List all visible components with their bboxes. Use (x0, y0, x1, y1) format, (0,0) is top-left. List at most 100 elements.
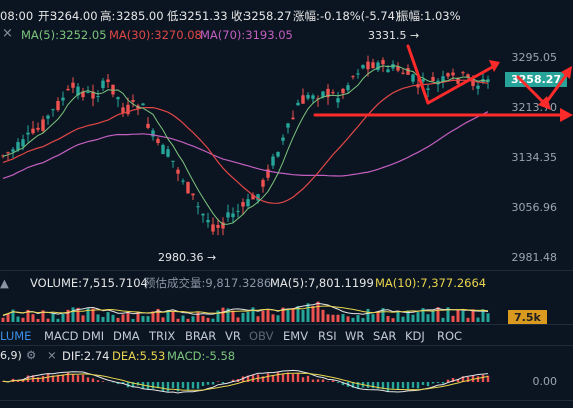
tab-vr[interactable]: VR (225, 329, 241, 343)
candle-body (286, 123, 290, 128)
volume-bar (146, 316, 150, 322)
tab-brar[interactable]: BRAR (185, 329, 217, 343)
candle-body (196, 206, 200, 208)
macd-bar (336, 382, 340, 383)
macd-bar (171, 382, 175, 389)
macd-params: 6,9) (0, 349, 22, 362)
volume-bar (246, 312, 250, 322)
candle-body (471, 78, 475, 86)
macd-close-icon[interactable]: × (47, 348, 57, 362)
candlestick-chart[interactable] (0, 42, 500, 270)
volume-bar (326, 314, 330, 322)
candle-body (216, 224, 220, 228)
volume-bar (41, 310, 45, 322)
volume-bar (471, 309, 475, 322)
volume-bar (101, 316, 105, 322)
candle-body (141, 103, 145, 106)
indicator-divider (0, 324, 573, 325)
candle-body (166, 149, 170, 157)
candle-body (51, 109, 55, 111)
volume-bar (296, 306, 300, 322)
candle-body (401, 72, 405, 74)
candle-body (281, 137, 285, 141)
volume-bar (281, 307, 285, 322)
volume-bar (361, 318, 365, 322)
volume-bar (251, 307, 255, 322)
tab-trix[interactable]: TRIX (149, 329, 176, 343)
volume-bar (71, 307, 75, 322)
volume-bar (36, 318, 40, 322)
macd-bar (96, 380, 100, 382)
volume-bar (306, 303, 310, 322)
candle-body (386, 69, 390, 73)
volume-bar (346, 316, 350, 322)
macd-dea: DEA:5.53 (112, 349, 166, 363)
volume-bar (91, 308, 95, 322)
candle-body (91, 91, 95, 99)
volume-bar (441, 317, 445, 322)
tab-kdj[interactable]: KDJ (405, 329, 425, 343)
candle-body (486, 79, 490, 82)
amplitude-value: 1.03% (424, 9, 461, 23)
volume-bar (271, 314, 275, 322)
volume-bar (216, 310, 220, 322)
volume-bar (231, 310, 235, 322)
volume-bar (61, 313, 65, 322)
macd-bar (266, 373, 270, 382)
candle-body (396, 66, 400, 71)
macd-bar (396, 382, 400, 390)
volume-bar (56, 318, 60, 322)
tab-macd[interactable]: MACD (44, 329, 79, 343)
tab-roc[interactable]: ROC (437, 329, 463, 343)
macd-bar (301, 377, 305, 382)
candle-body (161, 144, 165, 155)
macd-bar (271, 374, 275, 382)
candle-body (251, 194, 255, 200)
candle-body (6, 152, 10, 154)
macd-axis-label: 0.00 (532, 375, 558, 388)
ma70-legend: MA(70):3193.05 (200, 28, 293, 42)
macd-value: MACD:-5.58 (167, 349, 236, 363)
macd-bar (76, 375, 80, 382)
macd-bar (91, 378, 95, 382)
volume-ma10-line (2, 305, 489, 316)
volume-chart[interactable] (0, 290, 500, 322)
tab-wr[interactable]: WR (345, 329, 365, 343)
macd-bar (186, 382, 190, 391)
candle-body (391, 64, 395, 69)
volume-bar (386, 316, 390, 322)
candle-body (156, 138, 160, 143)
macd-bar (286, 372, 290, 382)
close-value: 3258.27 (244, 9, 292, 23)
tab-volume[interactable]: LUME (0, 329, 32, 343)
open-value: 3264.00 (50, 9, 98, 23)
candle-body (441, 76, 445, 83)
tab-sar[interactable]: SAR (373, 329, 397, 343)
ma5-legend: MA(5):3252.05 (21, 28, 107, 42)
close-indicator-icon[interactable]: × (2, 26, 13, 41)
candle-body (311, 95, 315, 99)
tab-emv[interactable]: EMV (283, 329, 309, 343)
macd-bar (231, 379, 235, 382)
volume-bar (196, 311, 200, 322)
volume-bar (391, 318, 395, 322)
candle-body (466, 74, 470, 78)
volume-bar (121, 314, 125, 322)
macd-chart[interactable] (0, 362, 500, 402)
macd-bar (426, 382, 430, 387)
volume-bar (156, 308, 160, 322)
volume-bar (376, 311, 380, 322)
tab-rsi[interactable]: RSI (318, 329, 337, 343)
candle-body (276, 151, 280, 157)
candle-body (246, 199, 250, 207)
volume-settings-icon[interactable]: ▲ (0, 276, 9, 290)
volume-bar (96, 314, 100, 322)
tab-dma[interactable]: DMA (113, 329, 140, 343)
candle-body (16, 142, 20, 151)
tab-obv[interactable]: OBV (249, 329, 274, 343)
candle-body (346, 85, 350, 91)
macd-settings-icon[interactable]: ⚙ (26, 348, 37, 362)
tab-dmi[interactable]: DMI (82, 329, 105, 343)
volume-bar (371, 314, 375, 322)
candle-body (116, 97, 120, 100)
